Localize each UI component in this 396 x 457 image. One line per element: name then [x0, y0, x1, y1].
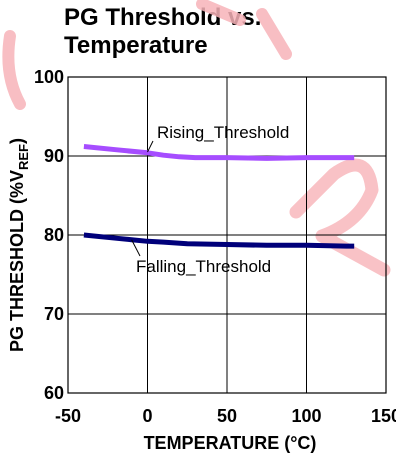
y-tick-label-0: 60 [44, 383, 64, 403]
y-axis-label: PG THRESHOLD (%VREF) [7, 138, 31, 352]
x-tick-label-1: 0 [142, 406, 152, 426]
y-axis-label-close: ) [7, 138, 27, 144]
tick-labels: -50 0 50 100 150 60 70 80 90 100 [34, 67, 396, 426]
x-tick-label-0: -50 [55, 406, 81, 426]
chart-grid [68, 77, 386, 393]
series-label-falling: Falling_Threshold [136, 257, 271, 276]
watermark-stroke-4 [289, 158, 391, 277]
watermark-stroke-2 [196, 0, 246, 26]
watermark-stroke-3 [256, 8, 292, 60]
series-label-rising: Rising_Threshold [157, 123, 289, 142]
chart-series [83, 140, 355, 257]
y-axis-label-subscript: REF [16, 144, 31, 170]
x-axis-label: TEMPERATURE (°C) [144, 433, 317, 453]
chart-title-line-2: Temperature [64, 32, 208, 59]
y-tick-label-4: 100 [34, 67, 64, 87]
y-tick-label-1: 70 [44, 304, 64, 324]
y-tick-label-2: 80 [44, 225, 64, 245]
y-axis-label-main: PG THRESHOLD (%V [7, 170, 27, 352]
x-tick-label-4: 150 [371, 406, 396, 426]
watermark-stroke-1 [2, 30, 26, 110]
leader-line-falling [131, 239, 141, 257]
series-line-falling-threshold [83, 232, 355, 249]
x-tick-label-2: 50 [217, 406, 237, 426]
y-tick-label-3: 90 [44, 146, 64, 166]
series-line-rising-threshold [83, 144, 355, 161]
leader-line-rising [147, 140, 154, 153]
plot-frame [67, 76, 387, 394]
watermark [2, 0, 391, 277]
x-tick-label-3: 100 [291, 406, 321, 426]
